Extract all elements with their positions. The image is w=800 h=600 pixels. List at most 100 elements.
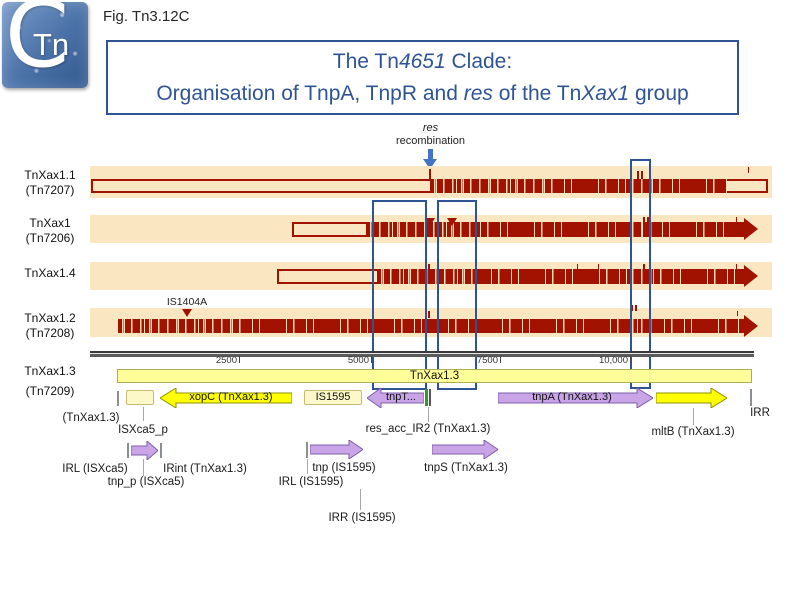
scale-tick-label: 10,000	[598, 355, 628, 366]
scale-tick-label: 5000	[347, 355, 369, 366]
sequence-outline	[277, 269, 381, 284]
irint-tick	[160, 443, 162, 458]
highlight-rect-res-right	[437, 200, 477, 390]
irr-is1595-label: IRR (IS1595)	[328, 512, 396, 524]
res-recombination-annotation: res recombination	[368, 122, 493, 148]
mismatch-tick	[737, 311, 738, 316]
region-band	[117, 369, 752, 383]
mismatch-tick	[641, 171, 643, 179]
irint-label: IRint (TnXax1.3)	[163, 463, 247, 475]
figure-number: Fig. Tn3.12C	[103, 8, 190, 25]
mismatch-tick	[736, 264, 737, 270]
connector-line	[307, 459, 308, 474]
mismatch-tick	[643, 264, 645, 270]
tnp-p-label: tnp_p (ISXca5)	[107, 476, 185, 488]
insertion-marker-icon	[447, 218, 457, 226]
sequence-arrowhead-icon	[744, 265, 758, 287]
sequence-stripes	[377, 269, 477, 284]
tnps-label: tnpS (TnXax1.3)	[424, 462, 508, 474]
scale-tick-label: 2500	[215, 355, 237, 366]
xopc-gene-label: xopC (TnXax1.3)	[189, 391, 273, 403]
track-accession: (Tn7209)	[25, 384, 75, 398]
ir-tick	[429, 389, 431, 406]
sequence-stripes	[118, 319, 243, 333]
irr-label: IRR	[750, 407, 770, 419]
mismatch-tick	[635, 305, 637, 311]
track-label: TnXax1.2	[24, 311, 76, 325]
highlight-rect-res-left	[372, 200, 427, 390]
mismatch-tick	[637, 171, 639, 179]
tnpt-gene-arrow	[367, 388, 424, 408]
track-accession: (Tn7207)	[25, 183, 75, 197]
logo-letter-c-icon: C	[5, 0, 70, 88]
track-accession: (Tn7208)	[25, 326, 75, 340]
connector-line	[143, 459, 144, 476]
mismatch-tick	[598, 264, 599, 270]
tnpa-gene-label: tnpA (TnXax1.3)	[532, 391, 612, 403]
tnp-label: tnp (IS1595)	[312, 462, 376, 474]
mismatch-tick	[748, 167, 749, 173]
connector-line	[360, 489, 361, 510]
tnpt-gene-label: tnpT...	[386, 391, 416, 403]
mismatch-tick	[643, 217, 645, 223]
irr-tick	[750, 389, 752, 406]
highlight-rect-tnpa-end	[630, 159, 651, 389]
mismatch-tick	[429, 169, 431, 179]
scale-tick-label: 7500	[476, 355, 498, 366]
logo-letter-tn: Tn	[33, 27, 70, 62]
mismatch-tick	[577, 264, 578, 270]
is1595-box	[304, 390, 362, 405]
res-acc-ir2-label: res_acc_IR2 (TnXax1.3)	[365, 423, 491, 435]
track-label: TnXax1.3	[24, 364, 76, 378]
isxca5-p-label: ISXca5_p	[118, 424, 168, 436]
sequence-stripes	[628, 222, 654, 237]
sequence-stripes	[628, 179, 654, 193]
tnp-gene-arrow	[310, 440, 363, 459]
sequence-stripes	[628, 269, 654, 284]
mismatch-tick	[736, 217, 737, 223]
res-site-marker	[425, 389, 428, 406]
is1404a-label: IS1404A	[166, 296, 208, 308]
scale-bar	[90, 351, 754, 357]
connector-line	[143, 407, 144, 421]
tnp-p-gene-arrow	[131, 441, 158, 460]
recombination-label: recombination	[395, 135, 466, 147]
xopc-gene-arrow	[160, 388, 292, 408]
is1595-label: IS1595	[315, 391, 351, 403]
track-label: TnXax1.4	[24, 266, 76, 280]
connector-line	[693, 408, 694, 425]
mismatch-tick	[647, 217, 649, 223]
title-line-2: Organisation of TnpA, TnpR and res of th…	[156, 81, 689, 105]
ir-tick	[117, 391, 119, 406]
irl-is1595-tick	[306, 442, 308, 458]
insertion-marker-icon	[182, 309, 192, 317]
connector-line	[428, 407, 429, 422]
sequence-match-bar	[118, 319, 744, 333]
sequence-outline	[91, 179, 768, 193]
scale-tick	[500, 356, 501, 363]
track-label: TnXax1.1	[24, 168, 76, 182]
ir-tnxax13-label: (TnXax1.3)	[62, 412, 120, 424]
isxca5-p-box	[126, 390, 154, 405]
track-accession: (Tn7206)	[25, 231, 75, 245]
sequence-stripes	[628, 319, 654, 333]
tncentral-logo: C Tn	[2, 0, 88, 88]
tnps-gene-arrow	[432, 440, 498, 459]
sequence-arrowhead-icon	[744, 218, 758, 240]
scale-tick	[239, 356, 240, 363]
track-label: TnXax1	[29, 216, 71, 230]
scale-tick	[630, 356, 631, 363]
mismatch-tick	[631, 305, 633, 311]
res-label: res	[422, 122, 439, 134]
down-arrow-icon	[428, 149, 433, 159]
insertion-marker-icon	[425, 218, 435, 226]
tnpa-gene-arrow	[498, 388, 653, 408]
irl-tick	[127, 443, 129, 458]
mismatch-tick	[428, 264, 430, 270]
irl-is1595-label: IRL (IS1595)	[278, 476, 344, 488]
sequence-outline	[292, 222, 372, 237]
mltb-gene-arrow	[656, 388, 727, 408]
title-line-1: The Tn4651 Clade:	[332, 49, 513, 73]
irl-isxca5-label: IRL (ISXca5)	[62, 463, 128, 475]
